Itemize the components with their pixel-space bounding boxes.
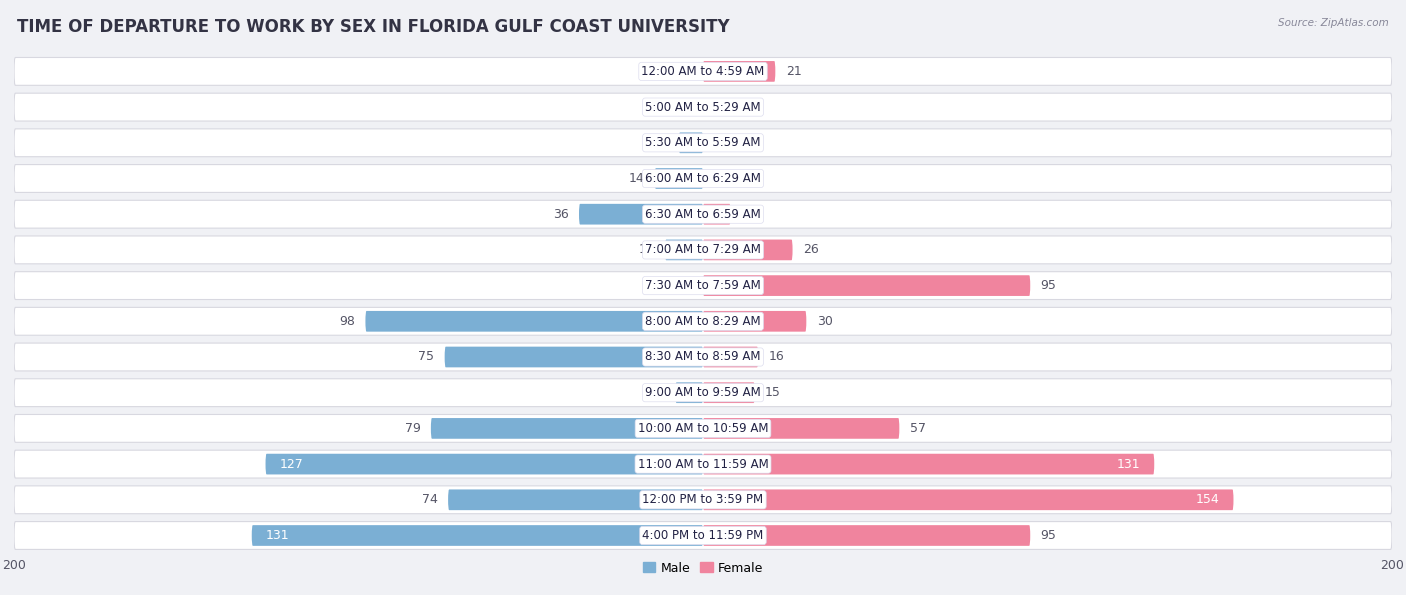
Text: 5:30 AM to 5:59 AM: 5:30 AM to 5:59 AM: [645, 136, 761, 149]
FancyBboxPatch shape: [252, 525, 703, 546]
FancyBboxPatch shape: [449, 490, 703, 510]
Text: 75: 75: [419, 350, 434, 364]
FancyBboxPatch shape: [14, 236, 1392, 264]
Text: 154: 154: [1197, 493, 1219, 506]
FancyBboxPatch shape: [14, 201, 1392, 228]
Text: 6:00 AM to 6:29 AM: 6:00 AM to 6:29 AM: [645, 172, 761, 185]
Text: 7: 7: [661, 136, 669, 149]
Text: 6:30 AM to 6:59 AM: 6:30 AM to 6:59 AM: [645, 208, 761, 221]
FancyBboxPatch shape: [703, 61, 775, 82]
FancyBboxPatch shape: [703, 311, 807, 331]
Text: 14: 14: [628, 172, 644, 185]
FancyBboxPatch shape: [430, 418, 703, 439]
FancyBboxPatch shape: [655, 168, 703, 189]
Text: 36: 36: [553, 208, 568, 221]
FancyBboxPatch shape: [703, 347, 758, 367]
FancyBboxPatch shape: [14, 58, 1392, 85]
FancyBboxPatch shape: [703, 525, 1031, 546]
Text: 79: 79: [405, 422, 420, 435]
FancyBboxPatch shape: [703, 204, 731, 224]
Text: 95: 95: [1040, 279, 1056, 292]
FancyBboxPatch shape: [579, 204, 703, 224]
Text: 74: 74: [422, 493, 437, 506]
Text: 8:30 AM to 8:59 AM: 8:30 AM to 8:59 AM: [645, 350, 761, 364]
Text: 5:00 AM to 5:29 AM: 5:00 AM to 5:29 AM: [645, 101, 761, 114]
FancyBboxPatch shape: [14, 129, 1392, 156]
FancyBboxPatch shape: [14, 379, 1392, 406]
Text: 0: 0: [685, 65, 693, 78]
Text: 57: 57: [910, 422, 925, 435]
Text: 10:00 AM to 10:59 AM: 10:00 AM to 10:59 AM: [638, 422, 768, 435]
FancyBboxPatch shape: [703, 454, 1154, 474]
Text: 7:00 AM to 7:29 AM: 7:00 AM to 7:29 AM: [645, 243, 761, 256]
Legend: Male, Female: Male, Female: [643, 562, 763, 575]
Text: 4:00 PM to 11:59 PM: 4:00 PM to 11:59 PM: [643, 529, 763, 542]
FancyBboxPatch shape: [14, 165, 1392, 192]
FancyBboxPatch shape: [703, 240, 793, 260]
Text: 12:00 PM to 3:59 PM: 12:00 PM to 3:59 PM: [643, 493, 763, 506]
Text: 127: 127: [280, 458, 304, 471]
Text: TIME OF DEPARTURE TO WORK BY SEX IN FLORIDA GULF COAST UNIVERSITY: TIME OF DEPARTURE TO WORK BY SEX IN FLOR…: [17, 18, 730, 36]
Text: 0: 0: [713, 136, 721, 149]
Text: 11:00 AM to 11:59 AM: 11:00 AM to 11:59 AM: [638, 458, 768, 471]
FancyBboxPatch shape: [679, 133, 703, 153]
Text: 0: 0: [685, 101, 693, 114]
Text: 8:00 AM to 8:29 AM: 8:00 AM to 8:29 AM: [645, 315, 761, 328]
Text: 8: 8: [741, 208, 749, 221]
Text: 8: 8: [657, 386, 665, 399]
Text: 12:00 AM to 4:59 AM: 12:00 AM to 4:59 AM: [641, 65, 765, 78]
FancyBboxPatch shape: [366, 311, 703, 331]
Text: Source: ZipAtlas.com: Source: ZipAtlas.com: [1278, 18, 1389, 28]
Text: 131: 131: [1116, 458, 1140, 471]
FancyBboxPatch shape: [703, 383, 755, 403]
FancyBboxPatch shape: [14, 486, 1392, 513]
FancyBboxPatch shape: [14, 343, 1392, 371]
FancyBboxPatch shape: [14, 522, 1392, 549]
Text: 26: 26: [803, 243, 818, 256]
Text: 98: 98: [339, 315, 356, 328]
FancyBboxPatch shape: [665, 240, 703, 260]
Text: 0: 0: [685, 279, 693, 292]
Text: 11: 11: [638, 243, 655, 256]
FancyBboxPatch shape: [444, 347, 703, 367]
Text: 9:00 AM to 9:59 AM: 9:00 AM to 9:59 AM: [645, 386, 761, 399]
Text: 21: 21: [786, 65, 801, 78]
Text: 15: 15: [765, 386, 780, 399]
Text: 16: 16: [769, 350, 785, 364]
FancyBboxPatch shape: [14, 93, 1392, 121]
FancyBboxPatch shape: [266, 454, 703, 474]
Text: 0: 0: [713, 172, 721, 185]
FancyBboxPatch shape: [703, 490, 1233, 510]
Text: 131: 131: [266, 529, 290, 542]
FancyBboxPatch shape: [703, 418, 900, 439]
Text: 95: 95: [1040, 529, 1056, 542]
FancyBboxPatch shape: [14, 308, 1392, 335]
Text: 7:30 AM to 7:59 AM: 7:30 AM to 7:59 AM: [645, 279, 761, 292]
FancyBboxPatch shape: [703, 275, 1031, 296]
Text: 30: 30: [817, 315, 832, 328]
FancyBboxPatch shape: [14, 450, 1392, 478]
Text: 0: 0: [713, 101, 721, 114]
FancyBboxPatch shape: [14, 415, 1392, 442]
FancyBboxPatch shape: [14, 272, 1392, 299]
FancyBboxPatch shape: [675, 383, 703, 403]
